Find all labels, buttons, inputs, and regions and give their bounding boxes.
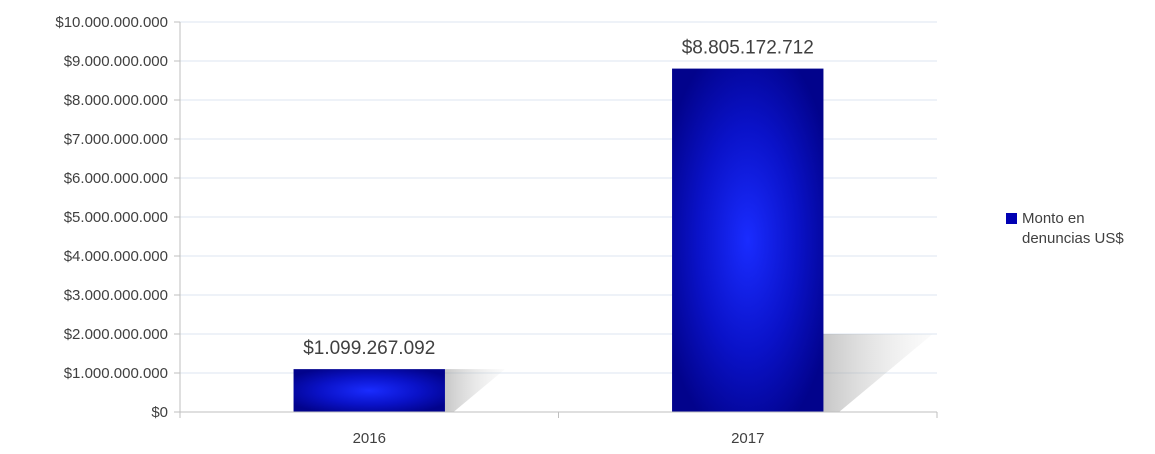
y-tick-label: $4.000.000.000 <box>64 248 168 265</box>
y-tick-label: $0 <box>151 404 168 421</box>
y-tick-label: $9.000.000.000 <box>64 53 168 70</box>
bar-shadows <box>444 334 933 412</box>
legend-swatch <box>1006 213 1017 224</box>
bar-shadow <box>823 334 933 412</box>
y-tick-label: $2.000.000.000 <box>64 326 168 343</box>
axes <box>174 21 938 418</box>
y-tick-label: $3.000.000.000 <box>64 287 168 304</box>
bar-shadow <box>444 369 505 412</box>
y-tick-label: $5.000.000.000 <box>64 209 168 226</box>
x-tick-label: 2017 <box>731 430 764 447</box>
bars <box>293 68 824 412</box>
bar-2017 <box>672 68 824 412</box>
legend: Monto en denuncias US$ <box>1006 209 1152 249</box>
legend-label: Monto en denuncias US$ <box>1022 210 1124 247</box>
data-label: $8.805.172.712 <box>682 38 814 59</box>
bar-2016 <box>293 369 445 412</box>
y-tick-label: $10.000.000.000 <box>55 14 168 31</box>
y-tick-label: $1.000.000.000 <box>64 365 168 382</box>
y-tick-label: $7.000.000.000 <box>64 131 168 148</box>
x-tick-label: 2016 <box>353 430 386 447</box>
y-tick-label: $8.000.000.000 <box>64 92 168 109</box>
gridlines <box>180 21 937 374</box>
labels: $0 $1.000.000.000 $2.000.000.000 $3.000.000… <box>55 14 813 447</box>
data-label: $1.099.267.092 <box>303 338 435 359</box>
y-tick-label: $6.000.000.000 <box>64 170 168 187</box>
